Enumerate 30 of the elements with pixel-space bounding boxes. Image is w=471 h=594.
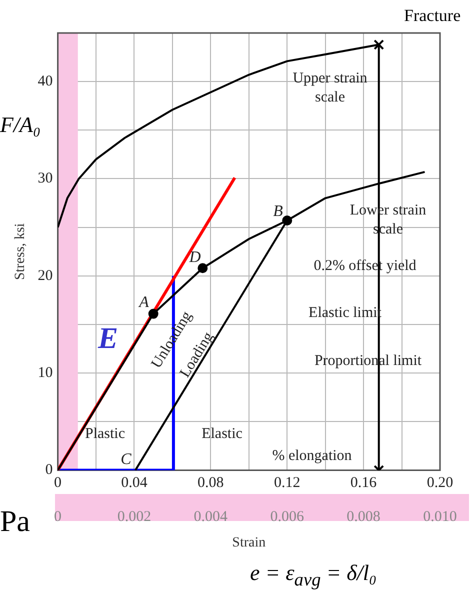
- x2-tick-label: 0.002: [117, 509, 152, 526]
- annotation: D: [188, 249, 202, 266]
- y-tick-label: 40: [38, 74, 53, 90]
- annotation: Plastic: [85, 426, 126, 442]
- y-tick-label: 0: [45, 462, 53, 478]
- annotation: Elastic: [202, 426, 243, 442]
- text: F/A₀: [0, 112, 41, 138]
- annotation: Upper strain scale: [292, 70, 368, 106]
- x-axis-title: Strain: [232, 535, 266, 550]
- text: Fracture: [404, 6, 461, 26]
- y-tick-label: 20: [38, 268, 53, 284]
- annotation: C: [120, 451, 132, 468]
- annotation: E: [96, 322, 118, 355]
- x-tick-label: 0.16: [350, 475, 378, 492]
- x-tick-label: 0.20: [426, 475, 454, 492]
- x-tick-label: 0.04: [121, 475, 148, 492]
- annotation: B: [273, 203, 284, 220]
- x2-tick-label: 0.006: [270, 509, 304, 526]
- annotation: % elongation: [272, 448, 352, 464]
- text: Pa: [0, 505, 30, 539]
- y-tick-label: 30: [38, 170, 53, 187]
- x2-tick-label: 0.008: [346, 509, 380, 526]
- x-tick-label: 0.12: [274, 475, 300, 492]
- x-tick-label: 0.08: [198, 475, 224, 492]
- y-tick-label: 10: [38, 364, 53, 381]
- annotation: A: [138, 294, 150, 312]
- y-axis-title: Stress, ksi: [13, 223, 28, 280]
- x2-tick-label: 0.010: [423, 509, 457, 526]
- text: e = ε$_{avg}$ = δ/l₀: [250, 560, 377, 590]
- x2-tick-label: 0.004: [194, 509, 228, 526]
